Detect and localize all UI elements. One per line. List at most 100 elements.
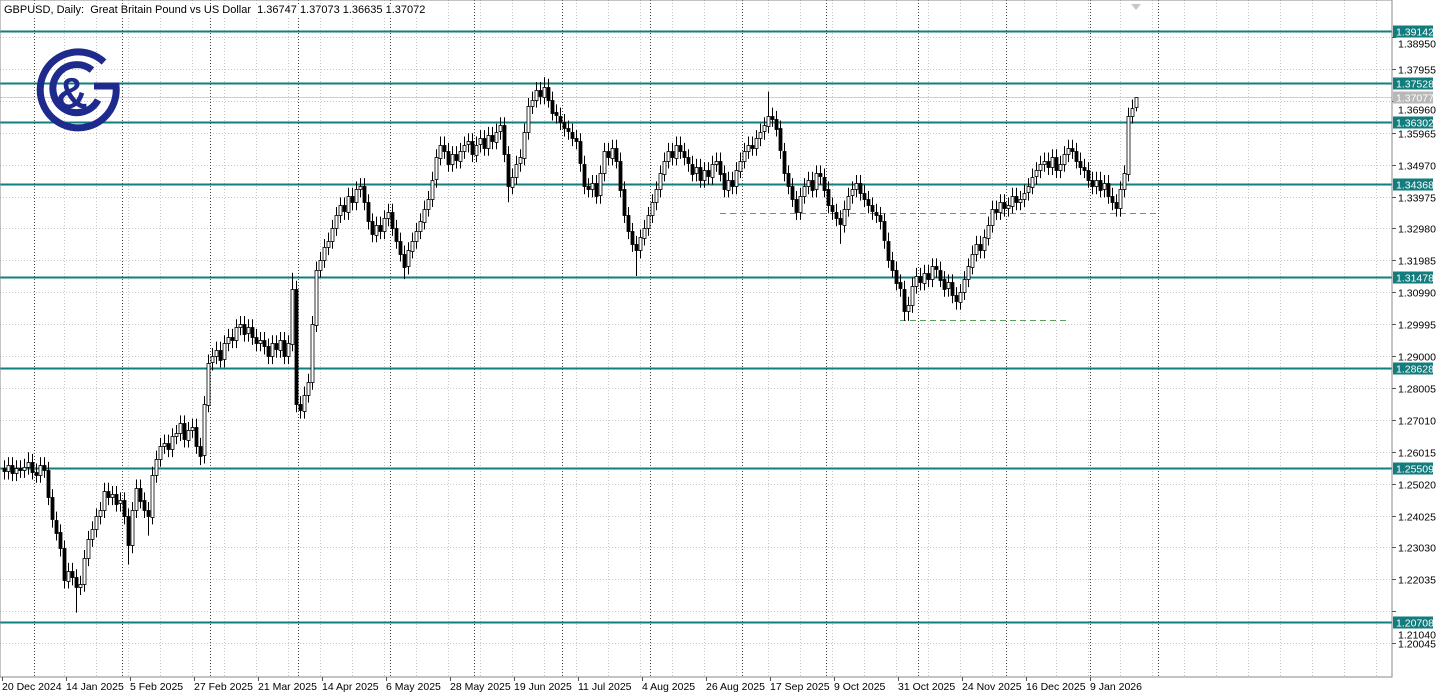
plot-border (0, 0, 1393, 678)
candle-bullish (102, 491, 107, 511)
x-tick-label: 14 Apr 2025 (322, 681, 379, 693)
candle-bearish (194, 427, 199, 447)
y-tick-label: 1.31985 (1398, 256, 1436, 268)
level-price-tag (1393, 25, 1433, 38)
candle-bullish (534, 90, 539, 101)
candle-bearish (442, 145, 447, 152)
candle-bearish (690, 164, 695, 175)
candle-bullish (206, 363, 211, 406)
candle-bullish (650, 202, 655, 216)
candle-bullish (214, 350, 219, 357)
candle-bearish (778, 128, 783, 151)
candle-bearish (470, 141, 475, 155)
candle-bullish (638, 237, 643, 251)
candle-bullish (226, 337, 231, 344)
x-tick-label: 6 May 2025 (386, 681, 441, 693)
x-tick-label: 11 Jul 2025 (578, 681, 632, 693)
candle-bearish (782, 151, 787, 174)
candle-bullish (14, 468, 19, 474)
candle-bearish (874, 212, 879, 216)
candle-bearish (630, 231, 635, 245)
chart-shift-marker-icon[interactable] (1131, 4, 1141, 10)
candle-bearish (578, 141, 583, 164)
candle-bullish (642, 228, 647, 239)
candle-bullish (354, 189, 359, 203)
candle-bullish (438, 145, 443, 159)
y-tick-label: 1.32980 (1398, 224, 1436, 236)
candle-bullish (1102, 183, 1107, 190)
x-tick-label: 9 Oct 2025 (834, 681, 886, 693)
candle-bullish (854, 183, 859, 190)
candle-bearish (182, 423, 187, 440)
candle-bearish (10, 465, 15, 474)
candle-bearish (566, 128, 571, 132)
candle-bearish (74, 577, 79, 588)
candle-bearish (54, 520, 59, 534)
y-tick-label: 1.36960 (1398, 105, 1436, 117)
candle-bullish (694, 167, 699, 174)
level-price-label: 1.31478 (1396, 273, 1434, 285)
candle-bearish (106, 491, 111, 498)
candle-bearish (670, 151, 675, 158)
candle-bearish (686, 157, 691, 164)
level-price-tag (1393, 116, 1433, 129)
candle-bullish (118, 500, 123, 504)
candle-bullish (382, 218, 387, 232)
candle-bullish (846, 196, 851, 210)
x-tick-label: 21 Mar 2025 (258, 681, 317, 693)
candle-bearish (562, 122, 567, 129)
candle-bearish (546, 87, 551, 101)
candle-bullish (22, 467, 27, 471)
candle-bullish (246, 327, 251, 334)
candle-bullish (466, 141, 471, 145)
candle-bullish (674, 145, 679, 159)
candle-bearish (550, 100, 555, 114)
candle-bullish (386, 212, 391, 219)
candles (2, 77, 1139, 613)
candle-bearish (138, 488, 143, 502)
candle-bearish (730, 180, 735, 187)
candle-bullish (522, 132, 527, 159)
horizontal-levels (0, 30, 1392, 624)
candle-bullish (814, 173, 819, 190)
candle-bearish (898, 282, 903, 289)
level-price-label: 1.25509 (1396, 464, 1434, 476)
candle-bearish (866, 199, 871, 206)
level-tags: 1.39142 1.37528 1.36302 1.34368 1.31478 1.286… (1393, 25, 1434, 630)
candle-bullish (754, 138, 759, 149)
candle-bearish (678, 145, 683, 152)
level-price-tag (1393, 77, 1433, 90)
candle-bearish (926, 273, 931, 280)
candle-bullish (842, 209, 847, 226)
candle-bullish (318, 260, 323, 271)
candle-bearish (390, 212, 395, 229)
candle-bearish (350, 196, 355, 203)
candle-bullish (590, 183, 595, 190)
price-axis[interactable]: 1.38950 1.37955 1.36960 1.35965 1.34970 1.339… (1392, 37, 1436, 651)
candle-bullish (714, 161, 719, 165)
candle-bearish (582, 164, 587, 187)
candle-bearish (822, 177, 827, 191)
candle-bearish (1014, 196, 1019, 203)
x-tick-label: 28 May 2025 (450, 681, 511, 693)
candle-bullish (434, 157, 439, 180)
time-axis[interactable]: 20 Dec 2024 14 Jan 2025 5 Feb 2025 27 Feb 2… (2, 677, 1142, 693)
candle-bearish (790, 186, 795, 200)
candle-bearish (902, 289, 907, 312)
candle-bearish (878, 215, 883, 222)
candle-bullish (746, 145, 751, 152)
x-tick-label: 14 Jan 2025 (66, 681, 124, 693)
candle-bearish (254, 337, 259, 344)
candle-bullish (478, 138, 483, 145)
candle-bullish (190, 427, 195, 431)
candle-bearish (218, 350, 223, 361)
y-tick-label: 1.28005 (1398, 384, 1436, 396)
candle-bullish (66, 571, 71, 582)
candle-bullish (150, 475, 155, 518)
y-tick-label: 1.24025 (1398, 512, 1436, 524)
candle-bullish (610, 148, 615, 159)
candle-bearish (834, 212, 839, 219)
candle-bearish (490, 135, 495, 142)
candle-bullish (1026, 186, 1031, 193)
